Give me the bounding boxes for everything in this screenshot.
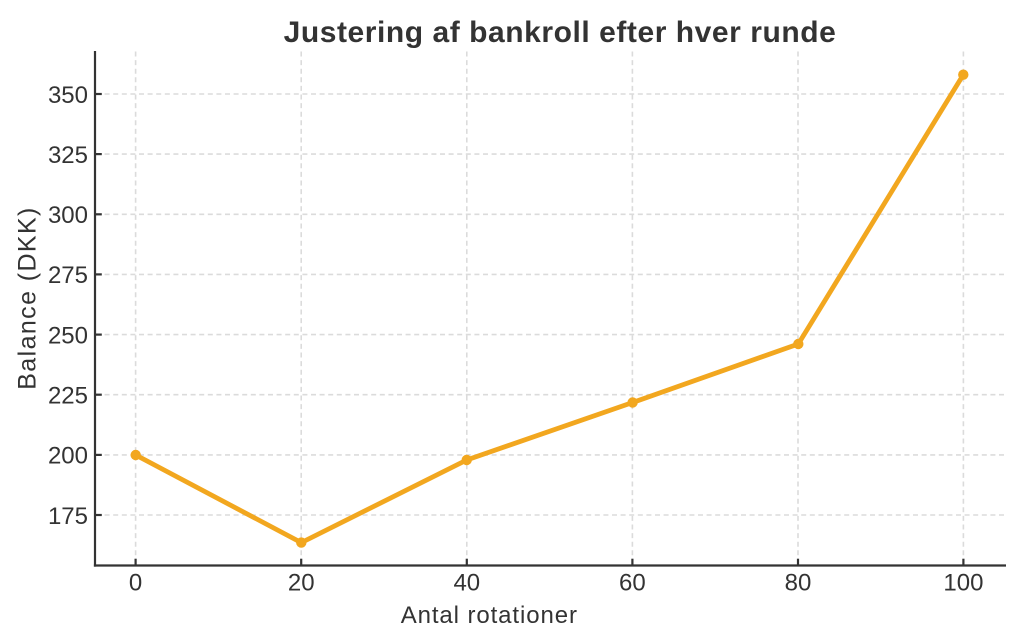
svg-text:60: 60 bbox=[619, 569, 646, 596]
svg-text:300: 300 bbox=[48, 202, 88, 229]
svg-text:Antal rotationer: Antal rotationer bbox=[401, 602, 578, 629]
svg-text:225: 225 bbox=[48, 383, 88, 410]
svg-text:175: 175 bbox=[48, 503, 88, 530]
svg-text:Balance (DKK): Balance (DKK) bbox=[14, 206, 42, 390]
svg-text:100: 100 bbox=[943, 569, 983, 596]
svg-text:350: 350 bbox=[48, 82, 88, 109]
svg-text:80: 80 bbox=[785, 569, 812, 596]
svg-text:20: 20 bbox=[288, 569, 315, 596]
svg-text:0: 0 bbox=[129, 569, 142, 596]
svg-text:40: 40 bbox=[453, 569, 480, 596]
svg-text:325: 325 bbox=[48, 142, 88, 169]
svg-text:200: 200 bbox=[48, 443, 88, 470]
svg-text:250: 250 bbox=[48, 322, 88, 349]
svg-text:Justering af bankroll efter hv: Justering af bankroll efter hver runde bbox=[284, 16, 837, 49]
svg-text:275: 275 bbox=[48, 262, 88, 289]
